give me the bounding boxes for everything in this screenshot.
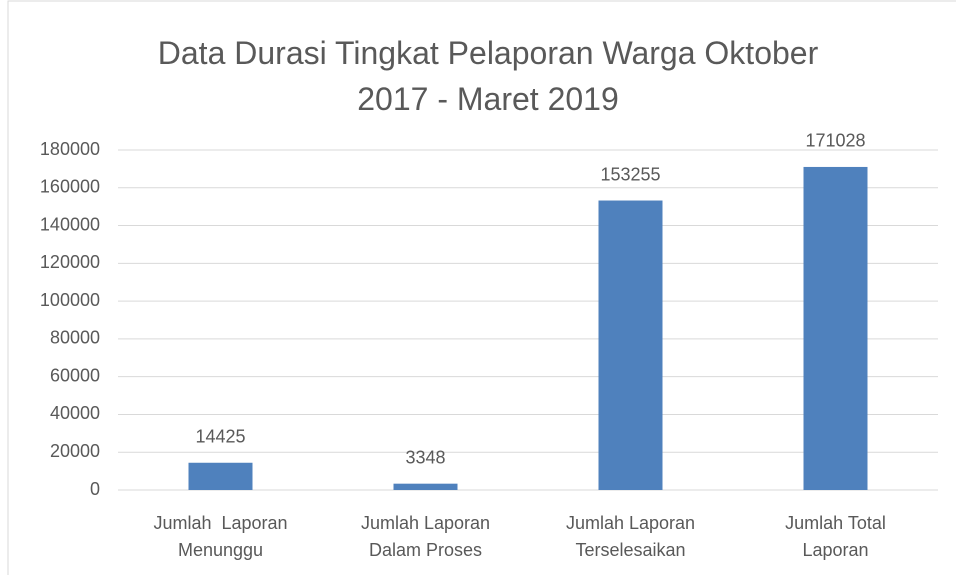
bar: [803, 166, 868, 490]
data-label: 14425: [195, 427, 245, 447]
data-label: 153255: [600, 164, 660, 184]
x-tick-label: Jumlah Total Laporan: [785, 513, 891, 560]
bar: [393, 483, 458, 490]
y-tick-label: 20000: [50, 441, 100, 461]
y-tick-label: 60000: [50, 365, 100, 385]
chart-frame: [7, 0, 956, 575]
y-tick-label: 140000: [40, 214, 100, 234]
data-label: 171028: [805, 131, 865, 151]
bar: [188, 462, 253, 490]
data-label: 3348: [405, 447, 445, 467]
bar: [598, 200, 663, 491]
y-tick-label: 80000: [50, 328, 100, 348]
y-tick-label: 0: [90, 479, 100, 499]
x-tick-label: Jumlah Laporan Terselesaikan: [565, 513, 700, 560]
x-tick-label: Jumlah Laporan Menunggu: [153, 513, 293, 560]
y-tick-label: 120000: [40, 252, 100, 272]
y-tick-label: 160000: [40, 177, 100, 197]
chart-title: Data Durasi Tingkat Pelaporan Warga Okto…: [157, 35, 819, 117]
x-tick-label: Jumlah Laporan Dalam Proses: [360, 513, 496, 560]
y-tick-label: 40000: [50, 403, 100, 423]
y-tick-label: 100000: [40, 290, 100, 310]
y-tick-label: 180000: [40, 139, 100, 159]
